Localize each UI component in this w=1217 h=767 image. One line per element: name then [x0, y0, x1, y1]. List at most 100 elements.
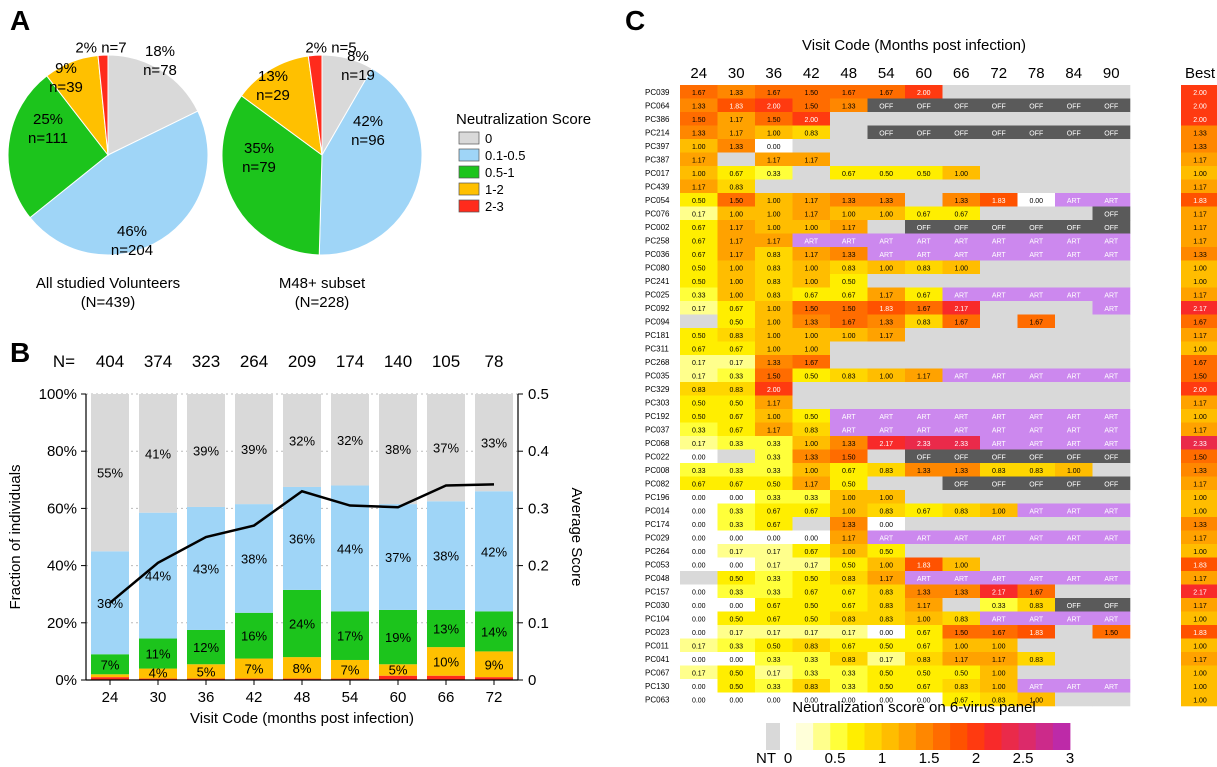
n-count-label: 264	[240, 352, 268, 371]
heatmap-cell-value: 0.83	[1029, 468, 1043, 475]
heatmap-cell	[830, 625, 868, 639]
heatmap-cell	[1017, 476, 1056, 491]
heatmap-cell	[1181, 436, 1217, 450]
heatmap-cell-value: 1.17	[917, 603, 931, 610]
heatmap-cell-value: 1.17	[1193, 293, 1207, 300]
heatmap-cell	[980, 638, 1018, 653]
colorbar-tick-label: 0	[784, 750, 792, 767]
heatmap-cell	[1017, 193, 1056, 207]
heatmap-cell	[905, 395, 943, 410]
panel-letter-a: A	[10, 5, 30, 36]
heatmap-cell	[867, 314, 906, 329]
heatmap-cell-value: 1.00	[804, 441, 818, 448]
colorbar-tick-label: 3	[1066, 750, 1074, 767]
heatmap-cell	[830, 206, 868, 221]
heatmap-cell-value: 0.67	[917, 630, 931, 637]
heatmap-column-label: 48	[840, 65, 857, 82]
heatmap-cell-value: 0.67	[842, 603, 856, 610]
heatmap-cell	[905, 503, 943, 518]
heatmap-cell	[1181, 679, 1217, 693]
heatmap-cell	[867, 611, 906, 626]
heatmap-cell-value: 0.50	[804, 414, 818, 421]
heatmap-cell-value: ART	[1104, 684, 1119, 691]
heatmap-cell-value: 1.00	[1067, 468, 1081, 475]
heatmap-cell-value: ART	[954, 414, 969, 421]
heatmap-cell	[867, 382, 906, 396]
y2-tick-label: 0	[528, 672, 536, 689]
heatmap-cell	[755, 422, 793, 437]
heatmap-cell	[1017, 355, 1056, 369]
heatmap-cell-value: 0.67	[767, 617, 781, 624]
heatmap-cell	[980, 314, 1018, 329]
heatmap-cell-value: 0.83	[879, 509, 893, 516]
heatmap-cell	[755, 152, 793, 167]
heatmap-cell	[680, 274, 718, 288]
colorbar-swatch	[847, 723, 865, 750]
heatmap-cell	[792, 395, 831, 410]
bar-segment	[379, 504, 417, 610]
heatmap-cell	[1092, 193, 1131, 207]
heatmap-cell	[867, 490, 906, 504]
heatmap-cell	[717, 260, 756, 275]
heatmap-cell	[755, 139, 793, 153]
heatmap-cell	[755, 584, 793, 599]
heatmap-cell-value: 1.00	[1193, 549, 1207, 556]
heatmap-cell	[1181, 476, 1217, 491]
heatmap-cell-value: ART	[1104, 239, 1119, 246]
heatmap-cell-value: ART	[917, 239, 932, 246]
heatmap-cell	[980, 598, 1018, 612]
heatmap-cell-value: ART	[842, 414, 857, 421]
heatmap-cell-value: 2.17	[954, 306, 968, 313]
heatmap-cell	[1017, 409, 1056, 423]
heatmap-cell-value: 1.00	[767, 306, 781, 313]
pie-slice-label: 25%	[33, 111, 63, 128]
heatmap-cell-value: 0.17	[729, 360, 743, 367]
heatmap-cell-value: 0.67	[842, 171, 856, 178]
panel-letter-c: C	[625, 5, 645, 36]
heatmap-cell	[717, 503, 756, 518]
heatmap-cell	[1181, 611, 1217, 626]
heatmap-cell-value: OFF	[1067, 482, 1081, 489]
heatmap-cell-value: 1.00	[692, 171, 706, 178]
heatmap-cell	[755, 598, 793, 612]
pie-slice	[221, 95, 323, 256]
bar-segment	[331, 394, 369, 486]
heatmap-cell-value: ART	[1029, 414, 1044, 421]
heatmap-cell-value: 0.67	[804, 509, 818, 516]
pie-chart-all-volunteers: 18% n=78 46% n=204 25% n=111 9% n=39 2% n=7 All s…	[7, 39, 209, 311]
heatmap-cell	[755, 692, 793, 707]
colorbar-nt-swatch	[766, 723, 780, 750]
bar-segment-label: 44%	[145, 569, 171, 584]
heatmap-column-label: 36	[765, 65, 782, 82]
bar-segment-label: 33%	[481, 436, 507, 451]
heatmap-cell	[867, 274, 906, 288]
heatmap-cell-value: 1.17	[1193, 482, 1207, 489]
heatmap-cell-value: 0.67	[729, 482, 743, 489]
heatmap-cell	[755, 193, 793, 207]
heatmap-cell-value: ART	[954, 293, 969, 300]
heatmap-cell	[1055, 652, 1093, 666]
heatmap-cell-value: OFF	[879, 131, 893, 138]
heatmap-cell	[1017, 652, 1056, 666]
heatmap-cell	[905, 544, 943, 558]
heatmap-cell-value: 0.50	[767, 482, 781, 489]
heatmap-row-label: PC094	[645, 318, 670, 327]
heatmap-cell	[680, 260, 718, 275]
heatmap-cell	[942, 692, 981, 707]
heatmap-cell	[905, 652, 943, 666]
heatmap-cell-value: 0.83	[917, 320, 931, 327]
heatmap-cell	[680, 449, 718, 464]
heatmap-cell	[980, 571, 1018, 585]
heatmap-cell	[1092, 179, 1131, 194]
heatmap-cell	[1017, 611, 1056, 626]
heatmap-cell-value: 0.50	[729, 671, 743, 678]
heatmap-cell	[867, 233, 906, 248]
heatmap-cell-value: 0.67	[804, 590, 818, 597]
pie-slice-label: n=111	[28, 130, 68, 147]
heatmap-cell	[980, 233, 1018, 248]
heatmap-cell-value: 1.17	[842, 536, 856, 543]
heatmap-cell	[680, 652, 718, 666]
heatmap-cell-value: 0.67	[767, 522, 781, 529]
heatmap-row-label: PC014	[645, 507, 670, 516]
heatmap-cell	[1092, 503, 1131, 518]
